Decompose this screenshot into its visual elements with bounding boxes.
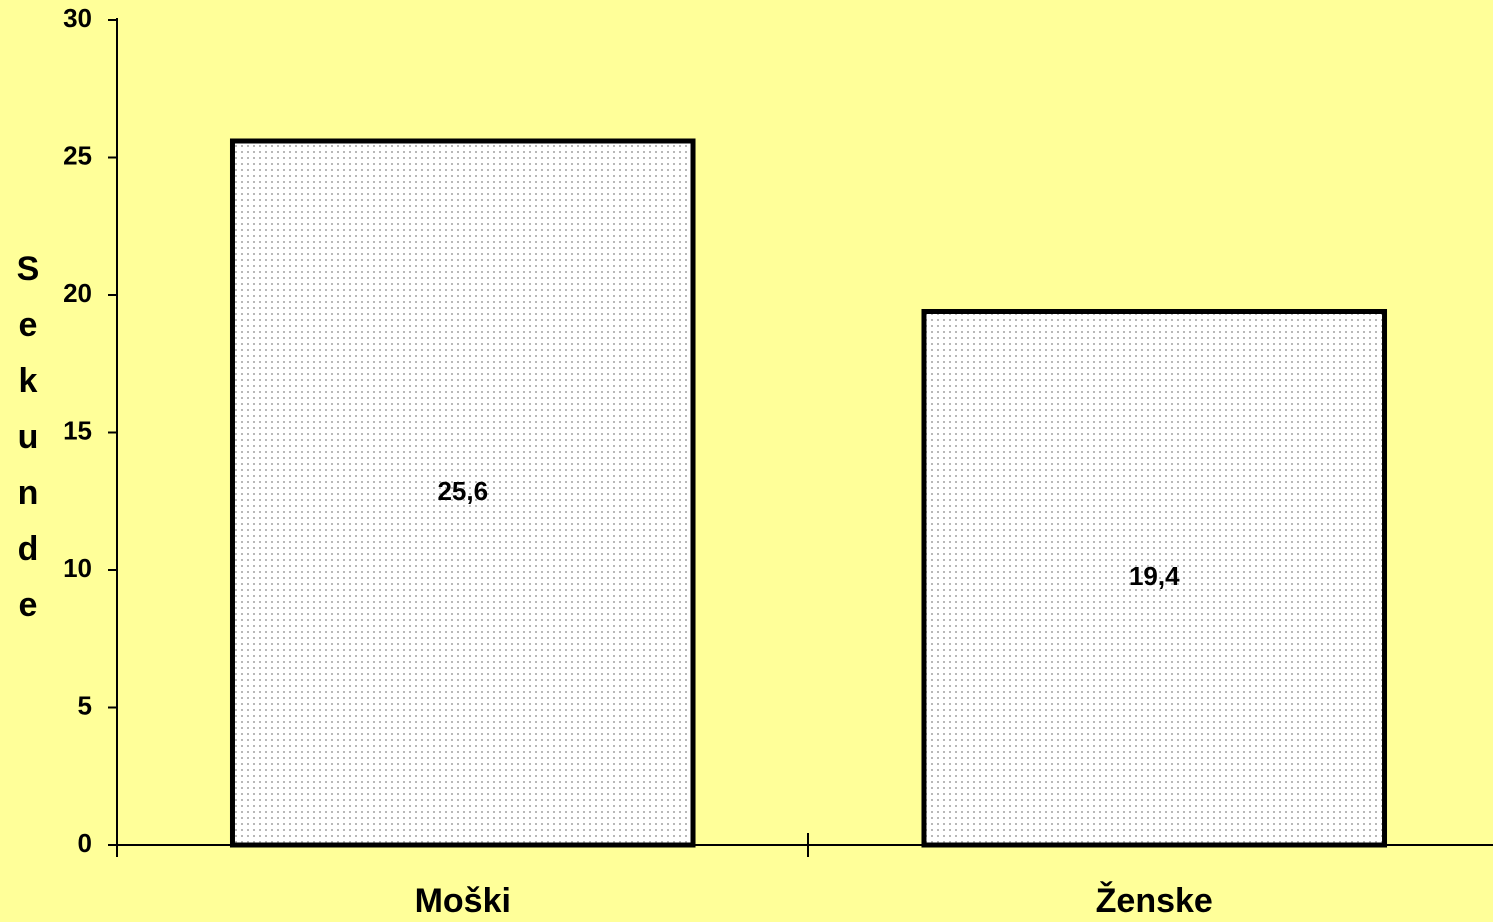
- y-tick-label: 10: [63, 553, 92, 583]
- value-label: 19,4: [1129, 561, 1180, 591]
- y-axis-title: Sekunde: [9, 250, 47, 642]
- bar: [921, 309, 1388, 848]
- y-tick-label: 20: [63, 278, 92, 308]
- y-tick-label: 25: [63, 140, 92, 170]
- y-tick-label: 15: [63, 415, 92, 445]
- y-tick-label: 30: [63, 3, 92, 33]
- x-tick-label: Ženske: [1096, 882, 1213, 920]
- y-tick-label: 5: [78, 690, 92, 720]
- x-tick-label: Moški: [415, 882, 511, 920]
- bar: [229, 138, 696, 848]
- value-label: 25,6: [437, 476, 488, 506]
- y-tick-label: 0: [78, 828, 92, 858]
